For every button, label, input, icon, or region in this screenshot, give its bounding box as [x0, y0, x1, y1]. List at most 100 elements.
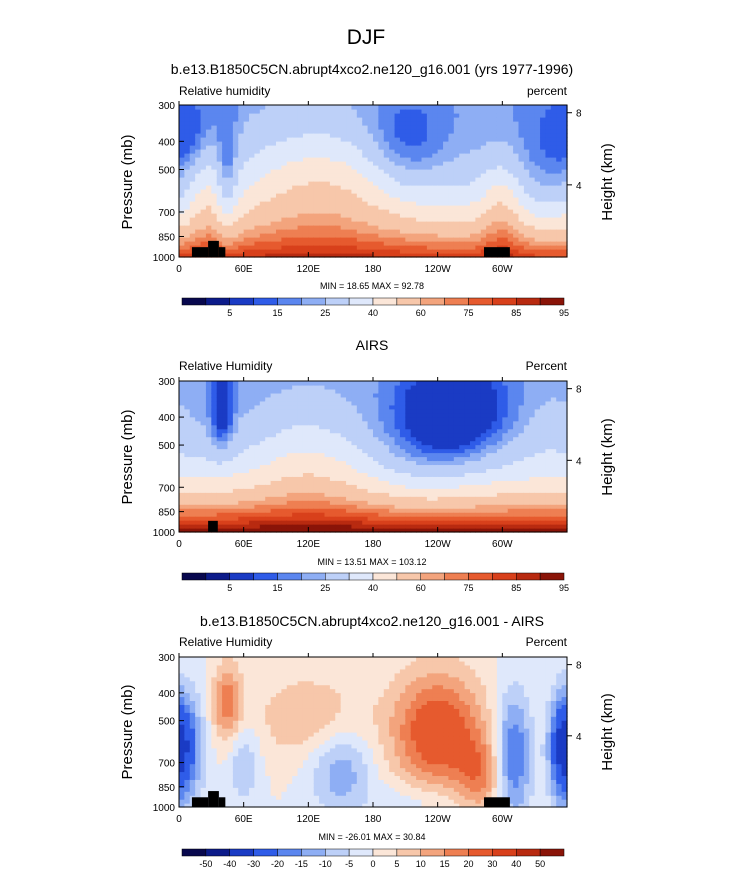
heatmap-cell: [346, 496, 353, 501]
heatmap-cell: [227, 508, 234, 513]
heatmap-cell: [443, 520, 450, 525]
heatmap-cell: [416, 384, 423, 390]
heatmap-cell: [448, 153, 455, 158]
heatmap-cell: [550, 241, 557, 246]
heatmap-cell: [437, 253, 444, 258]
heatmap-cell: [227, 157, 234, 162]
heatmap-cell: [523, 125, 530, 130]
heatmap-cell: [421, 496, 428, 501]
heatmap-cell: [324, 480, 331, 485]
heatmap-cell: [276, 524, 282, 529]
heatmap-cell: [475, 488, 482, 493]
heatmap-cell: [459, 504, 466, 509]
heatmap-cell: [302, 408, 309, 414]
heatmap-cell: [276, 133, 282, 138]
heatmap-cell: [453, 177, 460, 182]
heatmap-cell: [534, 225, 541, 230]
heatmap-cell: [480, 105, 487, 110]
heatmap-cell: [437, 145, 444, 150]
heatmap-cell: [399, 452, 406, 458]
units-label: percent: [527, 84, 568, 98]
heatmap-cell: [416, 253, 423, 258]
heatmap-cell: [351, 408, 358, 414]
heatmap-cell: [432, 456, 439, 462]
heatmap-cell: [470, 396, 476, 402]
heatmap-cell: [297, 520, 304, 525]
heatmap-cell: [254, 520, 261, 525]
heatmap-cell: [281, 500, 288, 505]
heatmap-cell: [340, 492, 347, 497]
heatmap-cell: [523, 161, 530, 166]
heatmap-cell: [432, 137, 439, 142]
heatmap-cell: [556, 241, 563, 246]
heatmap-cell: [421, 161, 428, 166]
heatmap-cell: [265, 177, 272, 182]
heatmap-cell: [329, 165, 336, 170]
heatmap-cell: [340, 432, 347, 438]
heatmap-cell: [232, 189, 239, 194]
heatmap-cell: [297, 161, 304, 166]
heatmap-cell: [410, 205, 417, 210]
heatmap-cell: [340, 456, 347, 462]
heatmap-cell: [475, 173, 482, 178]
heatmap-cell: [443, 229, 450, 234]
heatmap-cell: [518, 105, 525, 110]
heatmap-cell: [518, 173, 525, 178]
heatmap-cell: [249, 468, 256, 473]
heatmap-cell: [346, 520, 353, 525]
heatmap-cell: [259, 157, 266, 162]
heatmap-cell: [523, 145, 530, 150]
heatmap-cell: [491, 105, 498, 110]
heatmap-cell: [254, 384, 261, 390]
heatmap-cell: [561, 241, 568, 246]
heatmap-cell: [378, 464, 385, 470]
heatmap-cell: [346, 117, 353, 122]
heatmap-cell: [416, 201, 423, 206]
heatmap-cell: [399, 456, 406, 462]
heatmap-cell: [286, 209, 293, 214]
heatmap-cell: [351, 153, 358, 158]
heatmap-cell: [243, 145, 250, 150]
heatmap-cell: [222, 185, 229, 190]
heatmap-cell: [292, 189, 299, 194]
heatmap-cell: [346, 225, 353, 230]
heatmap-cell: [216, 109, 223, 114]
heatmap-cell: [276, 444, 282, 450]
heatmap-cell: [292, 496, 299, 501]
heatmap-cell: [550, 213, 557, 218]
heatmap-cell: [324, 412, 331, 418]
heatmap-cell: [432, 225, 439, 230]
heatmap-cell: [292, 125, 299, 130]
heatmap-cell: [480, 165, 487, 170]
heatmap-cell: [480, 400, 487, 406]
heatmap-cell: [513, 173, 520, 178]
heatmap-cell: [437, 428, 444, 434]
heatmap-cell: [432, 153, 439, 158]
heatmap-cell: [426, 201, 433, 206]
heatmap-cell: [195, 468, 202, 473]
heatmap-cell: [470, 496, 476, 501]
heatmap-cell: [335, 384, 342, 390]
heatmap-cell: [195, 169, 202, 174]
heatmap-cell: [432, 161, 439, 166]
heatmap-cell: [356, 420, 363, 426]
heatmap-cell: [205, 121, 212, 126]
heatmap-cell: [227, 464, 234, 470]
heatmap-cell: [513, 105, 520, 110]
heatmap-cell: [486, 141, 493, 146]
heatmap-cell: [529, 249, 536, 254]
heatmap-cell: [470, 436, 476, 442]
heatmap-cell: [470, 233, 476, 238]
heatmap-cell: [329, 117, 336, 122]
heatmap-cell: [394, 476, 401, 481]
heatmap-cell: [265, 109, 272, 114]
heatmap-cell: [410, 452, 417, 458]
heatmap-cell: [200, 121, 207, 126]
heatmap-cell: [399, 428, 406, 434]
heatmap-cell: [399, 141, 406, 146]
heatmap-cell: [453, 412, 460, 418]
heatmap-cell: [545, 189, 552, 194]
heatmap-cell: [243, 221, 250, 226]
heatmap-cell: [211, 109, 218, 114]
heatmap-cell: [405, 233, 412, 238]
